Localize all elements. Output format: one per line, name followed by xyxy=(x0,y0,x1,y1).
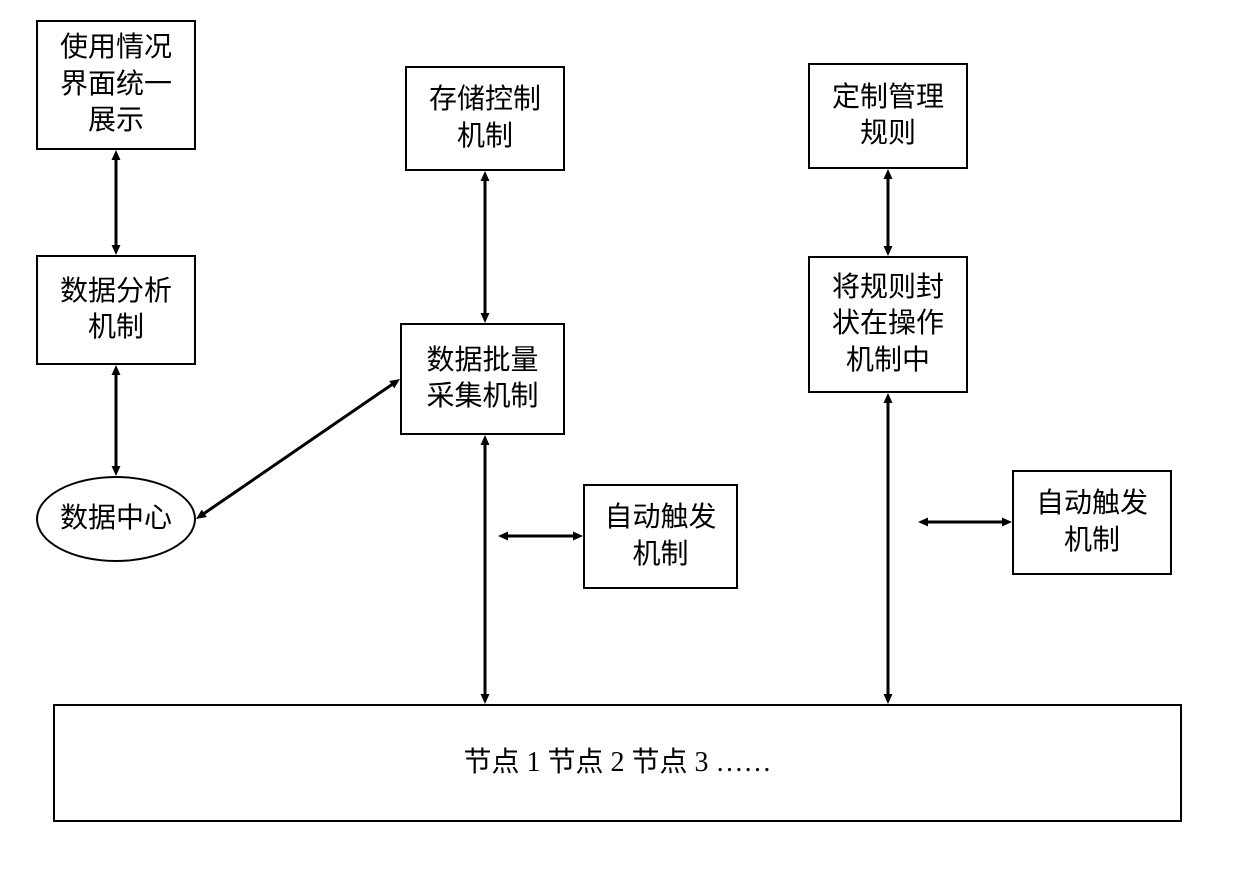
node-label: 定制管理规则 xyxy=(832,80,944,153)
node-custom-rules: 定制管理规则 xyxy=(808,63,968,169)
node-label: 将规则封状在操作机制中 xyxy=(832,270,944,379)
node-label: 数据中心 xyxy=(60,501,172,537)
node-label: 自动触发机制 xyxy=(604,500,716,573)
node-encapsulate-rules: 将规则封状在操作机制中 xyxy=(808,256,968,393)
node-label: 节点 1 节点 2 节点 3 …… xyxy=(463,745,771,781)
node-batch-collect: 数据批量采集机制 xyxy=(400,323,565,435)
node-usage-display: 使用情况界面统一展示 xyxy=(36,20,196,150)
node-auto-trigger-2: 自动触发机制 xyxy=(1012,470,1172,575)
node-label: 存储控制机制 xyxy=(429,82,541,155)
node-data-analysis: 数据分析机制 xyxy=(36,255,196,365)
node-label: 数据批量采集机制 xyxy=(426,343,538,416)
node-storage-control: 存储控制机制 xyxy=(405,66,565,171)
node-auto-trigger-1: 自动触发机制 xyxy=(583,484,738,589)
node-label: 数据分析机制 xyxy=(60,274,172,347)
node-label: 使用情况界面统一展示 xyxy=(60,30,172,139)
node-nodes-row: 节点 1 节点 2 节点 3 …… xyxy=(53,704,1182,822)
node-label: 自动触发机制 xyxy=(1036,486,1148,559)
node-data-center: 数据中心 xyxy=(36,476,196,562)
